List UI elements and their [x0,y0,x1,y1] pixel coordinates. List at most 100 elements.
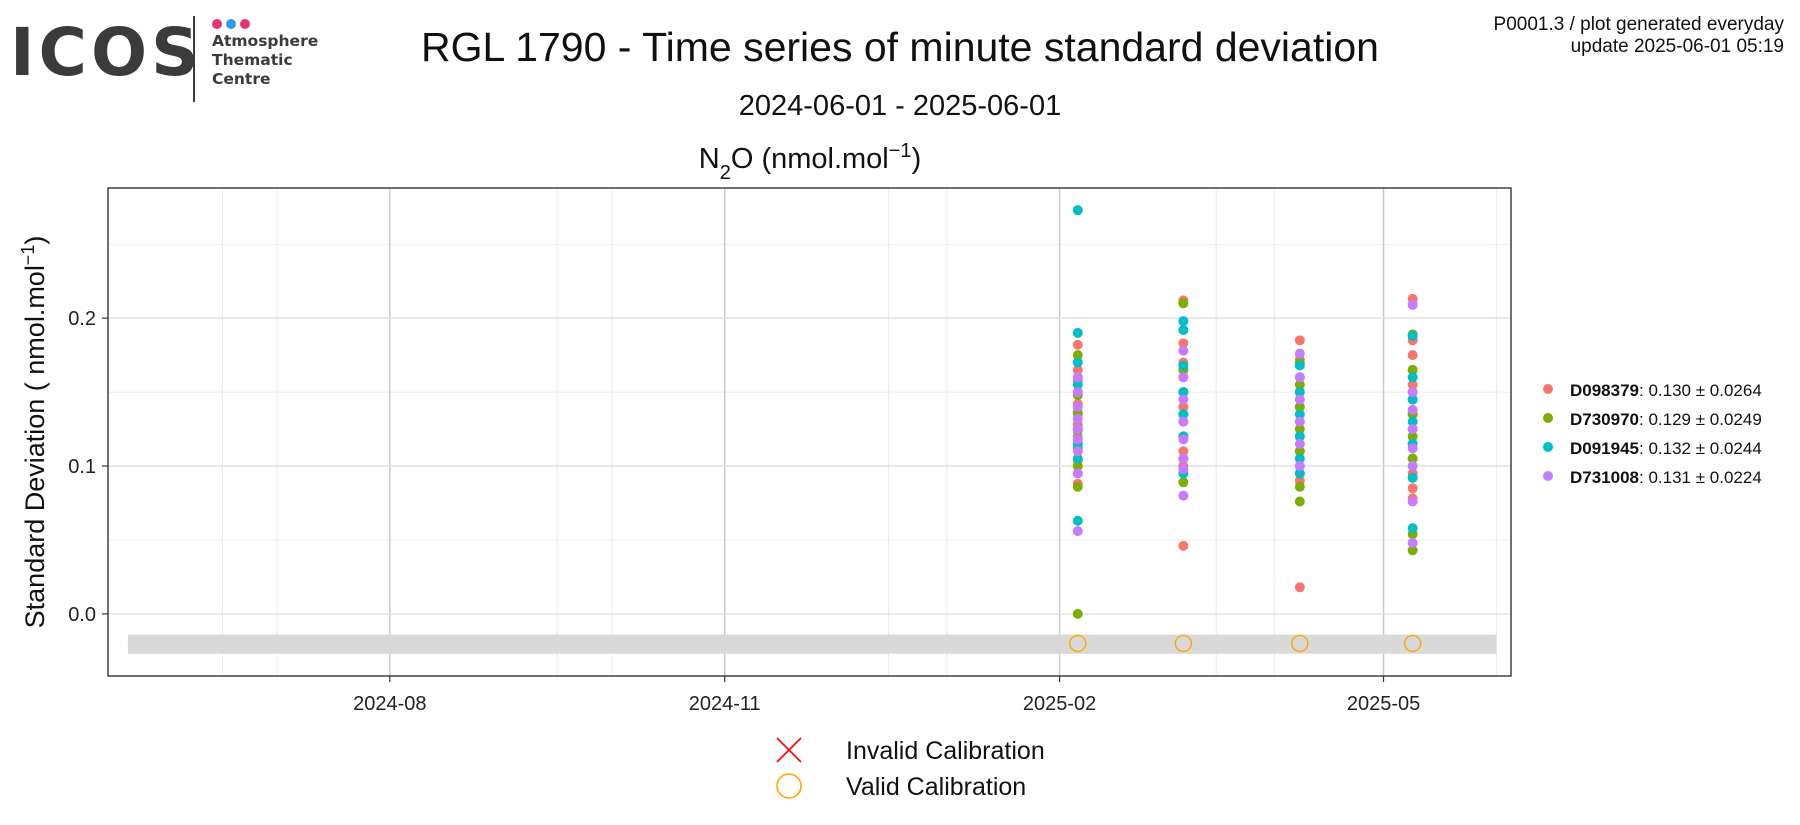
data-point [1178,338,1189,349]
data-point [1407,537,1418,548]
data-point [1178,324,1189,335]
legend-entry: D730970: 0.129 ± 0.0249 [1570,410,1762,429]
data-point [1072,515,1083,526]
data-point [1178,540,1189,551]
bottom-legend-label: Invalid Calibration [846,737,1045,765]
valid-calibration-marker [1069,634,1087,653]
logo-subtitle: Atmosphere Thematic Centre [212,32,318,89]
data-point [1407,387,1418,398]
logo-dot [240,19,250,29]
update-text: update 2025-06-01 05:19 [1570,36,1784,57]
data-point [1072,205,1083,216]
data-point [1178,490,1189,501]
data-point [1407,379,1418,390]
data-point [1294,424,1305,435]
data-point [1072,481,1083,492]
data-point [1294,372,1305,383]
valid-calibration-marker [1403,634,1422,653]
legend-entry: D098379: 0.130 ± 0.0264 [1570,381,1762,400]
data-point [1072,413,1083,424]
logo-subtitle-line: Centre [212,70,271,88]
data-point [1178,409,1189,420]
data-point [1178,463,1189,474]
data-point [1294,461,1305,472]
data-point [1178,434,1189,445]
data-point [1178,387,1189,398]
data-point [1072,446,1083,457]
data-point [1178,372,1189,383]
logo-dots [212,16,254,34]
data-point [1178,298,1189,309]
data-point [1294,379,1305,390]
data-point [1072,608,1083,619]
data-point [1294,348,1305,359]
data-point [1407,416,1418,427]
data-point [1072,401,1083,412]
chart-title: N2O (nmol.mol−1) [699,140,921,184]
data-point [1407,523,1418,534]
data-point [1407,545,1418,556]
data-point [1407,483,1418,494]
data-point [1407,496,1418,507]
data-point [1178,446,1189,457]
x-tick-label: 2025-05 [1347,693,1420,715]
logo-wordmark: ICOS [10,14,203,91]
y-tick-label: 0.2 [68,308,96,330]
data-point [1407,472,1418,483]
data-point [1407,364,1418,375]
data-point [1178,360,1189,371]
data-point [1178,345,1189,356]
data-point [1407,330,1418,341]
data-point [1072,461,1083,472]
y-axis-label: Standard Deviation ( nmol.mol−1) [18,236,50,629]
data-point [1407,453,1418,464]
logo-dot [226,19,236,29]
valid-calibration-icon [776,773,802,799]
icos-logo: ICOS Atmosphere Thematic Centre [10,14,340,104]
x-tick-label: 2024-08 [353,693,426,715]
data-point [1072,364,1083,375]
data-point [1294,394,1305,405]
legend-key [1543,442,1553,452]
invalid-calibration-icon [776,737,802,763]
data-point [1072,350,1083,361]
logo-subtitle-line: Atmosphere [212,32,319,50]
data-point [1178,477,1189,488]
calibration-band [127,634,1497,654]
data-point [1294,446,1305,457]
generation-info: P0001.3 / plot generated everyday update… [1494,14,1784,58]
data-point [1072,339,1083,350]
data-point [1072,526,1083,537]
plot-border [107,187,1512,677]
data-point [1178,416,1189,427]
data-point [1294,335,1305,346]
data-point [1178,316,1189,327]
data-point [1407,404,1418,415]
y-tick-label: 0.0 [68,604,96,626]
data-point [1294,582,1305,593]
data-point [1072,424,1083,435]
logo-subtitle-line: Thematic [212,51,293,69]
data-point [1072,372,1083,383]
y-tick-label: 0.1 [68,456,96,478]
valid-calibration-marker [1291,634,1309,653]
data-point [1294,360,1305,371]
data-point [1294,438,1305,449]
data-point [1294,401,1305,412]
valid-calibration-marker [1174,634,1193,653]
legend-key [1543,471,1553,481]
plot-panel [108,188,1511,676]
data-point [1178,394,1189,405]
page-title: RGL 1790 - Time series of minute standar… [421,24,1379,70]
date-range-subtitle: 2024-06-01 - 2025-06-01 [738,90,1062,122]
data-point [1072,434,1083,445]
data-point [1294,416,1305,427]
data-point [1294,431,1305,442]
logo-divider [193,16,195,102]
logo-dot [212,19,222,29]
x-tick-label: 2025-02 [1023,693,1096,715]
data-point [1407,394,1418,405]
data-point [1407,372,1418,383]
data-point [1294,387,1305,398]
data-point [1072,453,1083,464]
